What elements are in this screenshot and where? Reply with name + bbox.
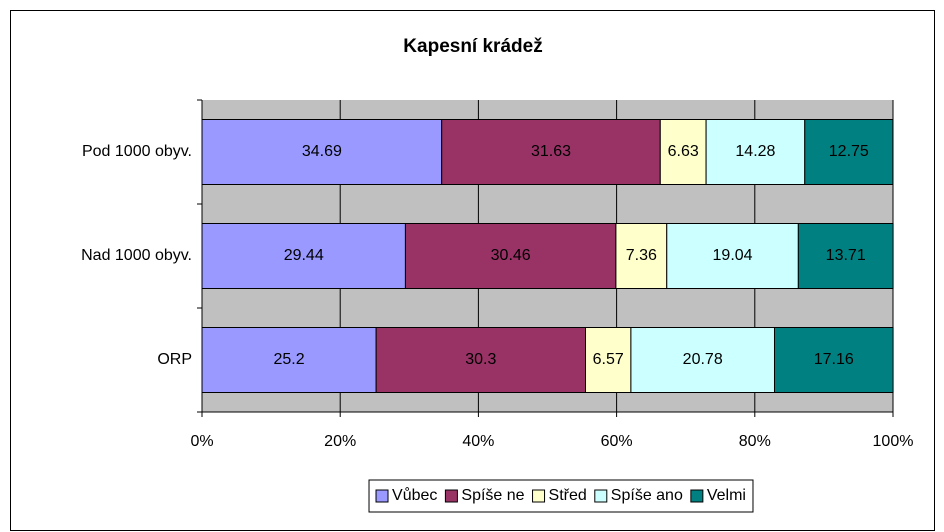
x-tick-label: 40%	[462, 433, 494, 450]
legend-label: Vůbec	[392, 486, 437, 504]
data-label: 29.44	[284, 247, 324, 264]
legend-label: Spíše ano	[611, 487, 683, 504]
bar-segment	[441, 119, 661, 185]
y-tick-label: Nad 1000 obyv.	[81, 247, 192, 264]
bar-segment	[705, 119, 806, 185]
data-label: 34.69	[302, 143, 342, 160]
x-tick-label: 80%	[739, 433, 771, 450]
y-tick-label: ORP	[157, 351, 192, 368]
bar-segment	[404, 223, 617, 289]
data-label: 7.36	[626, 247, 657, 264]
data-label: 6.57	[593, 351, 624, 368]
legend-label: Střed	[549, 487, 587, 504]
data-label: 6.63	[668, 143, 699, 160]
legend-label: Velmi	[707, 487, 746, 504]
bar-segment	[375, 327, 587, 393]
data-label: 14.28	[735, 143, 775, 160]
y-tick-label: Pod 1000 obyv.	[82, 143, 192, 160]
data-label: 30.3	[465, 351, 496, 368]
bar-segment	[659, 119, 707, 185]
x-tick-label: 20%	[324, 433, 356, 450]
bar-segment	[804, 119, 894, 185]
chart-title: Kapesní krádež	[403, 36, 542, 57]
data-label: 17.16	[814, 351, 854, 368]
data-label: 13.71	[826, 247, 866, 264]
legend: Vůbec Spíše ne Střed Spíše ano Velmi	[368, 479, 754, 513]
bar-segment	[615, 223, 668, 289]
legend-swatch	[594, 489, 608, 503]
bar-segment	[666, 223, 799, 289]
data-label: 12.75	[829, 143, 869, 160]
x-tick-label: 60%	[601, 433, 633, 450]
data-label: 31.63	[531, 143, 571, 160]
legend-label: Spíše ne	[461, 487, 524, 504]
bar-segment	[630, 327, 775, 393]
bar-segment	[797, 223, 894, 289]
data-label: 30.46	[491, 247, 531, 264]
legend-swatch	[532, 489, 546, 503]
data-label: 25.2	[273, 351, 304, 368]
x-tick-label: 0%	[190, 433, 213, 450]
legend-swatch	[444, 489, 458, 503]
data-label: 20.78	[683, 351, 723, 368]
legend-swatch	[375, 489, 389, 503]
legend-box	[368, 479, 754, 513]
bar-segment	[585, 327, 632, 393]
bar-segment	[201, 327, 377, 393]
data-label: 19.04	[713, 247, 753, 264]
legend-swatch	[690, 489, 704, 503]
bar-segment	[773, 327, 894, 393]
x-tick-label: 100%	[873, 433, 914, 450]
